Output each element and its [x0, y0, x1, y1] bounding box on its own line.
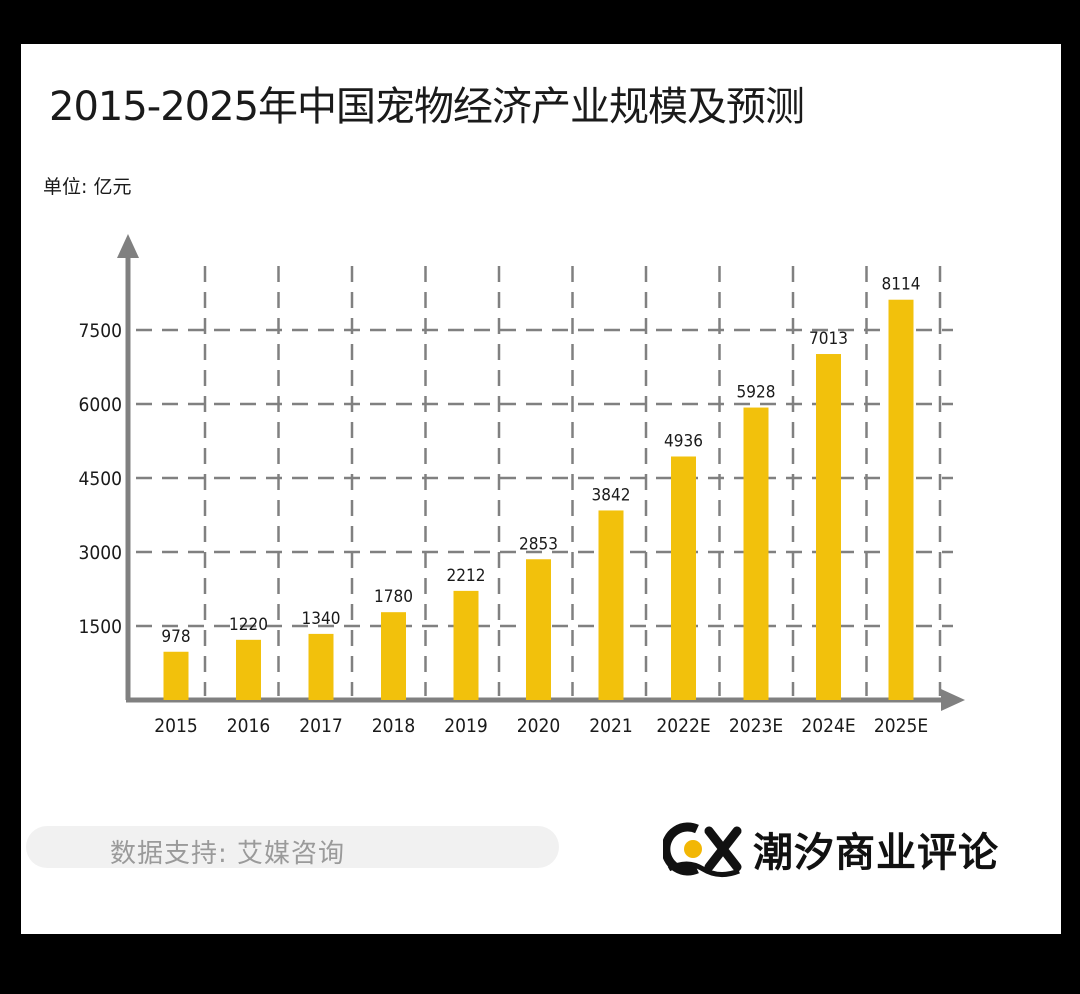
x-tick-label: 2019: [444, 715, 488, 737]
x-tick-label: 2022E: [656, 715, 710, 737]
bar-2021: [598, 510, 624, 700]
bar-2019: [453, 590, 479, 700]
data-label: 5928: [737, 383, 776, 403]
bar-2023E: [743, 407, 769, 700]
x-tick-label: 2024E: [801, 715, 855, 737]
y-tick-label: 7500: [79, 320, 123, 342]
bar-2020: [526, 559, 551, 700]
data-label: 4936: [664, 431, 703, 451]
data-label: 1340: [302, 609, 341, 629]
data-label: 7013: [809, 329, 848, 349]
brand: 潮汐商业评论: [663, 816, 999, 882]
bar-2025E: [888, 299, 914, 700]
y-tick-label: 1500: [79, 616, 123, 638]
data-label: 1220: [229, 615, 268, 635]
source-text: 数据支持: 艾媒咨询: [110, 839, 346, 869]
unit-label: 单位: 亿元: [43, 176, 132, 198]
source-pill: 数据支持: 艾媒咨询: [26, 826, 559, 869]
data-label: 2212: [447, 566, 486, 586]
bar-2015: [163, 651, 189, 700]
brand-logo-icon: [663, 822, 742, 877]
x-tick-label: 2015: [154, 715, 198, 737]
labels: 1500 3000 4500 6000 7500 978 2015 1220 2016 1340 2…: [79, 275, 929, 737]
bar-2024E: [816, 354, 841, 700]
brand-name: 潮汐商业评论: [753, 830, 999, 876]
data-label: 8114: [882, 275, 921, 295]
chart-title: 2015-2025年中国宠物经济产业规模及预测: [49, 84, 805, 130]
bar-2018: [381, 612, 406, 700]
data-label: 978: [161, 627, 190, 647]
data-label: 3842: [592, 485, 631, 505]
bar-2017: [308, 633, 334, 700]
chart-card: 2015-2025年中国宠物经济产业规模及预测 单位: 亿元 1500 3000 4…: [21, 44, 1061, 934]
y-tick-label: 3000: [79, 542, 123, 564]
y-tick-label: 4500: [79, 468, 123, 490]
y-axis-arrow-icon: [117, 234, 139, 258]
x-tick-label: 2020: [517, 715, 561, 737]
data-label: 2853: [519, 534, 558, 554]
x-tick-label: 2016: [227, 715, 271, 737]
x-tick-label: 2025E: [874, 715, 928, 737]
data-label: 1780: [374, 587, 413, 607]
x-tick-label: 2021: [589, 715, 633, 737]
x-tick-label: 2017: [299, 715, 343, 737]
bar-2016: [236, 639, 261, 700]
bar-chart: 1500 3000 4500 6000 7500 978 2015 1220 2016 1340 2…: [79, 234, 965, 737]
x-axis-arrow-icon: [941, 689, 965, 711]
bar-2022E: [671, 456, 696, 700]
x-tick-label: 2018: [372, 715, 416, 737]
x-tick-label: 2023E: [729, 715, 783, 737]
y-tick-label: 6000: [79, 394, 123, 416]
bars: [163, 299, 914, 700]
